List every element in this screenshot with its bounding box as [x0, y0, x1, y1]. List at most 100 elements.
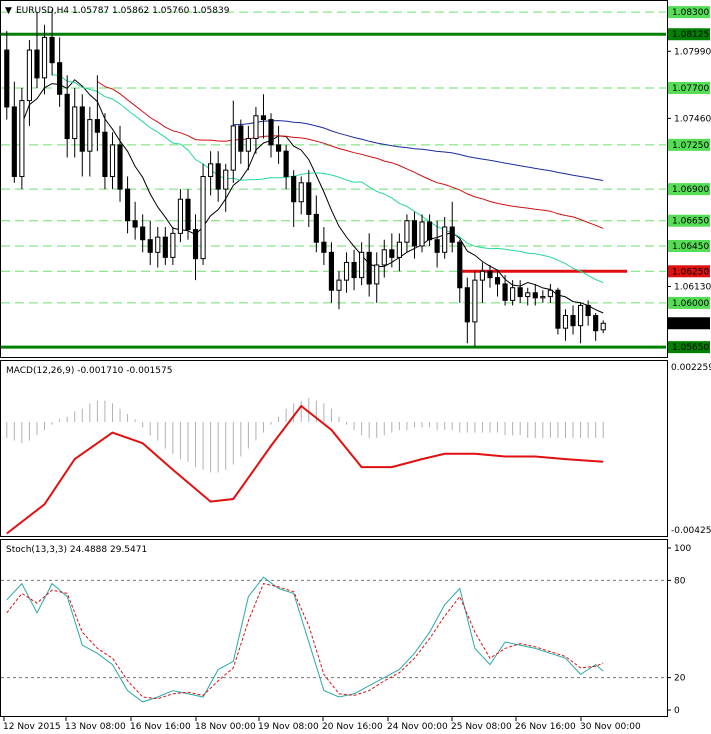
candle-bear — [260, 115, 267, 121]
candle-bull — [170, 232, 176, 258]
price-level-box — [668, 341, 710, 354]
price-level-label: 1.06000 — [672, 299, 709, 309]
price-level-box — [668, 81, 710, 94]
candle-bull — [600, 322, 606, 331]
candle-bear — [132, 220, 138, 228]
ma-blue-line — [233, 120, 604, 181]
candle-bull — [577, 304, 584, 327]
stoch-level-label: 0 — [674, 706, 680, 716]
candle-bear — [215, 163, 221, 190]
candle-bear — [185, 198, 191, 231]
candle-bear — [328, 251, 335, 291]
candle-bear — [64, 93, 70, 140]
candle-bear — [532, 292, 538, 299]
time-label: 20 Nov 16:00 — [322, 722, 383, 732]
price-level-label: 1.08300 — [672, 8, 709, 18]
stoch-level-label: 20 — [674, 674, 686, 684]
candle-bear — [94, 119, 100, 133]
time-axis: 12 Nov 2015 13 Nov 08:00 16 Nov 16:00 18 No… — [3, 717, 641, 732]
price-level-box — [668, 138, 710, 151]
candle-bull — [419, 221, 425, 247]
candle-bear — [79, 106, 85, 152]
candle-bear — [102, 131, 108, 177]
candle-bear — [268, 119, 274, 146]
candle-bull — [26, 49, 33, 102]
candle-bull — [336, 279, 342, 291]
candle-bull — [525, 292, 531, 298]
candle-bear — [49, 36, 55, 64]
candle-bear — [411, 220, 418, 247]
main-panel-frame — [0, 0, 668, 358]
candle-bear — [570, 315, 576, 327]
candle-bull — [253, 115, 259, 140]
candle-bull — [396, 241, 402, 258]
stoch-header: Stoch(13,3,3) 24.4888 29.5471 — [6, 545, 147, 555]
time-label: 18 Nov 00:00 — [195, 722, 256, 732]
time-label: 25 Nov 08:00 — [451, 722, 512, 732]
price-level-box — [668, 6, 710, 19]
candle-bear — [502, 283, 508, 301]
candle-bull — [404, 220, 410, 243]
price-level-box — [668, 296, 710, 309]
candle-bear — [366, 251, 372, 285]
candle-bull — [87, 119, 93, 152]
candlesticks — [4, 9, 606, 348]
candle-bear — [321, 241, 327, 253]
candle-bull — [374, 264, 380, 285]
macd-header: MACD(12,26,9) -0.001710 -0.001575 — [6, 366, 172, 376]
candle-bear — [389, 249, 395, 258]
candle-bull — [343, 261, 350, 281]
time-label: 13 Nov 08:00 — [65, 722, 126, 732]
candle-bull — [72, 106, 78, 140]
time-label: 19 Nov 08:00 — [258, 722, 319, 732]
price-level-label: 1.07250 — [672, 141, 709, 151]
price-tick-label: 1.06130 — [674, 282, 711, 292]
candle-bull — [510, 287, 516, 301]
candle-bear — [517, 287, 523, 298]
candle-bear — [351, 261, 357, 279]
stoch-main-line — [6, 576, 604, 703]
candle-bull — [41, 36, 48, 79]
candle-bull — [479, 270, 486, 281]
candle-bear — [140, 226, 146, 241]
macd-signal-line — [6, 404, 604, 535]
moving-averages — [21, 74, 604, 314]
candle-bull — [359, 251, 365, 279]
candle-bear — [449, 226, 455, 243]
time-label: 16 Nov 16:00 — [130, 722, 191, 732]
price-level-box — [668, 265, 710, 278]
current-price-label: 1.05839 — [672, 319, 709, 329]
candle-bull — [19, 100, 25, 177]
price-tick-label: 1.07990 — [674, 47, 711, 57]
price-level-label: 1.06900 — [672, 185, 709, 195]
candle-bear — [306, 182, 312, 215]
candle-bear — [275, 144, 282, 152]
stoch-level-label: 80 — [674, 576, 686, 586]
candle-bear — [457, 241, 463, 289]
candle-bull — [547, 289, 553, 298]
candle-bull — [177, 198, 184, 234]
price-level-box — [668, 240, 710, 253]
candle-bear — [291, 175, 297, 203]
macd-histogram — [6, 398, 604, 473]
stoch-levels: 100 80 20 0 — [1, 544, 691, 716]
candle-bull — [562, 315, 569, 329]
macd-signal-path — [6, 404, 604, 535]
candle-bull — [540, 296, 546, 299]
candle-bull — [442, 226, 448, 253]
time-label: 30 Nov 00:00 — [580, 722, 641, 732]
main-chart-header: EURUSD,H4 1.05787 1.05862 1.05760 1.0583… — [16, 6, 230, 16]
candle-bull — [472, 279, 478, 323]
price-level-label: 1.07700 — [672, 84, 709, 94]
candle-bear — [124, 188, 131, 222]
candle-bull — [381, 249, 387, 266]
price-level-label: 1.06650 — [672, 217, 709, 227]
candle-bull — [200, 175, 206, 260]
price-level-label: 1.05650 — [672, 343, 709, 353]
candle-bear — [57, 62, 63, 95]
time-label: 12 Nov 2015 — [3, 722, 61, 732]
candle-bear — [238, 125, 244, 152]
candle-bear — [593, 315, 599, 332]
candle-bull — [298, 182, 304, 203]
candle-bull — [208, 163, 214, 177]
